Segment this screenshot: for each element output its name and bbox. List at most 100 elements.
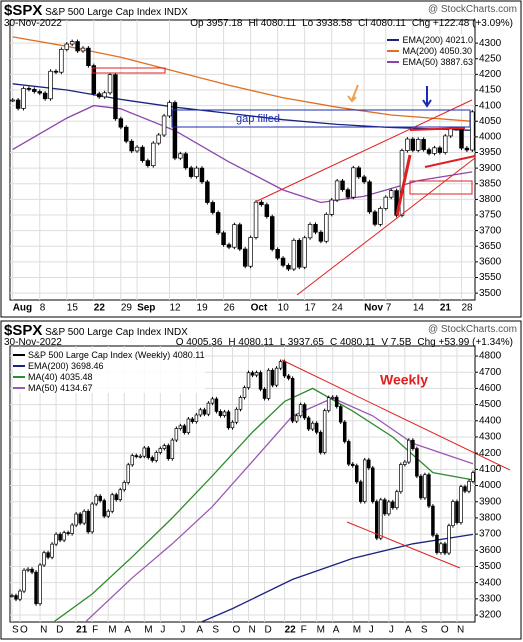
candle (264, 204, 270, 217)
legend-swatch (13, 386, 25, 389)
y-tick-label: 3950 (479, 147, 502, 158)
candle (80, 47, 86, 52)
x-tick-label: 22 (94, 303, 106, 314)
candle (443, 543, 447, 554)
x-tick-label: 21 (76, 625, 88, 636)
candle (307, 224, 313, 239)
candle (102, 92, 107, 98)
x-tick-label: 24 (332, 303, 344, 314)
legend-entry: MA(200) 4050.30 (387, 45, 473, 56)
candle (419, 475, 423, 499)
candle (74, 513, 78, 526)
x-tick-label: J (369, 625, 374, 636)
arrow (422, 86, 432, 108)
candle (242, 387, 247, 398)
ma-line (12, 83, 473, 131)
y-tick-label: 4050 (479, 116, 502, 127)
y-tick-label: 4300 (479, 432, 502, 443)
stats-row: 30-Nov-2022 O 4005.36 H 4080.11 L 3937.65 C … (4, 337, 519, 348)
candle (359, 481, 363, 502)
y-tick-label: 3700 (479, 225, 502, 236)
legend-swatch (387, 38, 400, 41)
candle (202, 409, 207, 415)
x-tick-label: 8 (40, 303, 46, 314)
x-tick-label: M (353, 625, 361, 636)
stat: Hi 4080.11 (248, 18, 297, 29)
candle (411, 439, 415, 449)
y-tick-label: 4600 (479, 383, 502, 394)
candle (151, 142, 156, 166)
x-tick-label: N (40, 625, 47, 636)
legend-label: S&P 500 Large Cap Index (Weekly) 4080.11 (28, 349, 205, 360)
x-tick-label: 26 (224, 303, 236, 314)
stat: C 4080.11 (329, 337, 376, 348)
candle (470, 111, 475, 151)
exchange: INDX (163, 327, 188, 338)
candle (58, 533, 62, 541)
exchange: INDX (163, 7, 188, 18)
candle (124, 126, 129, 142)
candle (291, 239, 297, 270)
y-tick-label: 4100 (479, 100, 502, 111)
candle (146, 447, 151, 458)
candle (254, 372, 259, 376)
candle (395, 491, 399, 509)
candle (278, 361, 283, 369)
candle (375, 501, 379, 539)
ma-line (84, 397, 474, 622)
candle (106, 510, 110, 517)
candle (334, 396, 339, 407)
candle (194, 414, 199, 422)
resistance-box (91, 67, 166, 74)
y-tick-label: 4200 (479, 69, 502, 80)
x-tick-label: S (12, 625, 19, 636)
candle (313, 224, 318, 233)
candle (290, 378, 295, 422)
candle (459, 128, 464, 149)
candle (248, 237, 253, 267)
candle (90, 503, 94, 533)
candle (354, 465, 359, 483)
candle (15, 99, 21, 109)
candle (186, 418, 191, 433)
y-tick-label: 3800 (479, 513, 502, 524)
candle (221, 232, 226, 246)
candle (26, 568, 30, 571)
candle (423, 474, 427, 499)
symbol: $SPX (4, 322, 43, 339)
candle (218, 411, 223, 416)
candle (330, 396, 335, 399)
legend-swatch (13, 375, 25, 378)
candle (297, 239, 302, 268)
x-tick-label: F (301, 625, 307, 636)
candle (361, 176, 367, 183)
y-tick-label: 4500 (479, 399, 502, 410)
candle (18, 590, 22, 600)
candle (214, 398, 219, 412)
candle (167, 102, 172, 117)
candle (226, 244, 232, 248)
stat: O 4005.36 (175, 337, 223, 348)
candle (86, 47, 91, 66)
candle (403, 461, 407, 465)
x-tick-label: S (212, 625, 219, 636)
x-tick-label: J (160, 625, 165, 636)
candle (356, 167, 361, 178)
candle (253, 201, 259, 238)
candle (62, 532, 66, 541)
candle (447, 525, 451, 554)
candle (198, 409, 203, 416)
index-name: S&P 500 Large Cap Index (45, 7, 162, 18)
trend-line (254, 99, 473, 203)
candle (262, 388, 267, 399)
candle (174, 428, 179, 441)
candle (34, 571, 38, 605)
candle (246, 372, 251, 388)
panel-border (0, 0, 522, 318)
candle (59, 49, 64, 73)
candle (399, 464, 403, 493)
x-tick-label: O (441, 625, 449, 636)
x-tick-label: 15 (67, 303, 79, 314)
candle (206, 402, 211, 415)
candle (439, 543, 443, 553)
